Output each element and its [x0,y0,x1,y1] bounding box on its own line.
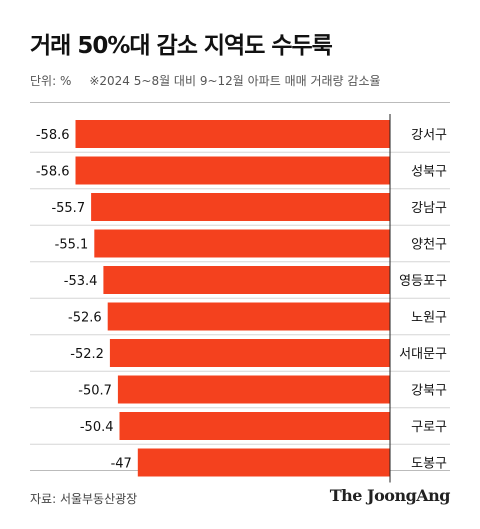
bar-9 [119,412,390,440]
value-label-5: -53.4 [64,274,98,289]
bar-10 [137,448,390,477]
category-label-5: 영등포구 [399,274,447,289]
value-label-6: -52.6 [68,311,102,326]
value-label-9: -50.4 [80,420,114,435]
category-label-1: 강서구 [411,128,447,143]
category-label-6: 노원구 [411,311,447,326]
category-label-8: 강북구 [411,384,447,399]
top-divider [30,102,450,103]
bar-4 [94,229,391,258]
category-label-9: 구로구 [411,420,447,435]
value-label-10: -47 [111,457,132,472]
bar-7 [109,339,391,367]
subtitle-row: 단위: % ※2024 5~8월 대비 9~12월 아파트 매매 거래량 감소율 [30,72,381,89]
value-label-2: -58.6 [36,165,70,180]
source-label: 자료: 서울부동산광장 [30,492,138,506]
value-label-1: -58.6 [36,128,70,143]
value-label-7: -52.2 [70,347,104,362]
category-label-10: 도봉구 [411,457,447,472]
bar-6 [107,302,390,331]
bar-1 [75,120,390,148]
value-label-4: -55.1 [55,238,89,253]
bar-3 [91,193,390,221]
note-label: ※2024 5~8월 대비 9~12월 아파트 매매 거래량 감소율 [89,74,381,88]
bar-2 [75,156,390,185]
category-label-7: 서대문구 [399,347,447,362]
bar-8 [117,375,391,404]
value-label-8: -50.7 [78,384,112,399]
category-label-3: 강남구 [411,201,447,216]
chart-title: 거래 50%대 감소 지역도 수두룩 [30,33,333,59]
bar-5 [103,266,391,294]
category-label-2: 성북구 [411,165,447,180]
value-label-3: -55.7 [51,201,85,216]
brand-logo: The JoongAng [329,486,451,505]
category-label-4: 양천구 [411,238,447,253]
unit-label: 단위: % [30,74,72,88]
